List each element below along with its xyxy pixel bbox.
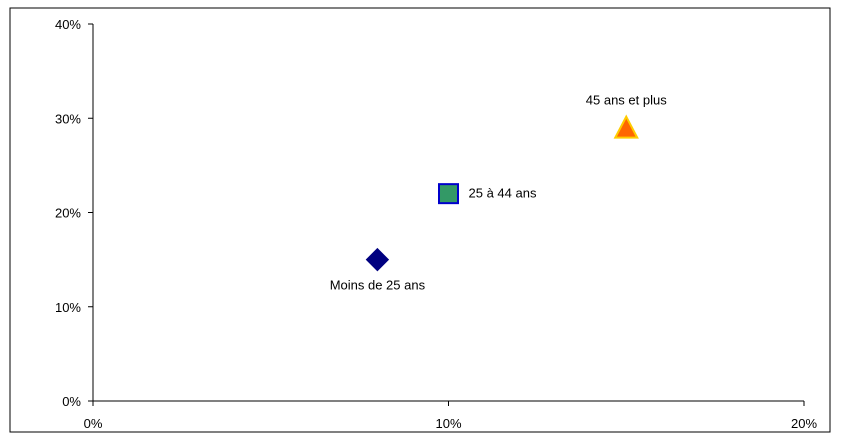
y-tick-label: 20%	[55, 206, 81, 221]
y-tick-label: 30%	[55, 111, 81, 126]
data-points	[365, 114, 639, 272]
x-axis-ticks: 0% 10% 20%	[84, 401, 817, 431]
y-tick-label: 10%	[55, 300, 81, 315]
data-label: 45 ans et plus	[586, 93, 667, 108]
y-tick-label: 0%	[62, 394, 81, 409]
y-axis-ticks: 0% 10% 20% 30% 40%	[55, 17, 93, 409]
x-tick-label: 0%	[84, 416, 103, 431]
diamond-marker	[365, 247, 390, 272]
data-label: 25 à 44 ans	[469, 186, 537, 201]
data-labels: Moins de 25 ans 25 à 44 ans 45 ans et plus	[330, 93, 668, 293]
x-tick-label: 10%	[435, 416, 461, 431]
plot-frame	[9, 7, 831, 433]
x-tick-label: 20%	[791, 416, 817, 431]
chart-border	[9, 7, 831, 433]
square-marker	[438, 183, 459, 205]
triangle-marker	[613, 114, 639, 139]
data-label: Moins de 25 ans	[330, 278, 426, 293]
y-tick-label: 40%	[55, 17, 81, 32]
